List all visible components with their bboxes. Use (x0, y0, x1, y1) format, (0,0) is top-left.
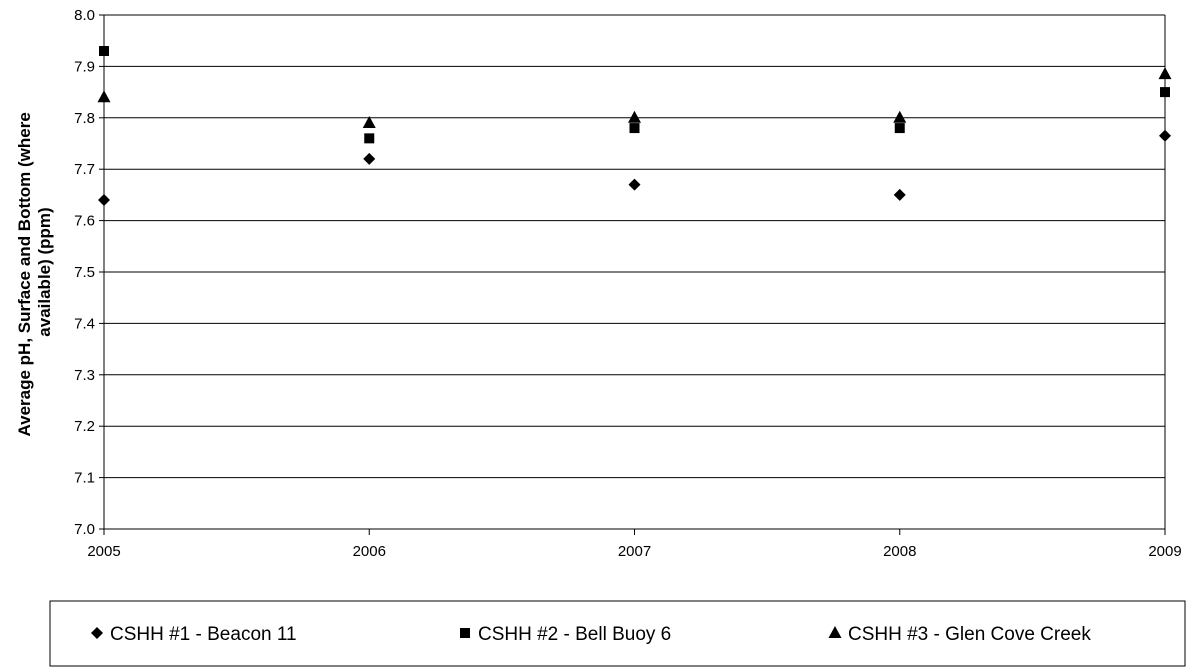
y-tick-label: 7.3 (74, 367, 95, 384)
grid-lines (99, 14, 1166, 535)
triangle-point (97, 90, 111, 103)
x-tick-label: 2009 (1148, 543, 1181, 560)
y-axis-title-line-2: available) (ppm) (35, 207, 54, 336)
legend-item: CSHH #3 - Glen Cove Creek (828, 624, 1091, 645)
triangle-point (362, 115, 376, 128)
y-tick-label: 7.2 (74, 418, 95, 435)
triangle-legend-icon (828, 626, 842, 638)
square-legend-icon (460, 628, 470, 638)
diamond-point (628, 178, 641, 191)
legend-box (49, 600, 1186, 667)
y-tick-label: 7.1 (74, 470, 95, 487)
legend: CSHH #1 - Beacon 11 CSHH #2 - Bell Buoy 6… (49, 600, 1186, 667)
legend-label: CSHH #1 - Beacon 11 (110, 624, 297, 645)
x-tick-label: 2006 (353, 543, 386, 560)
legend-label: CSHH #2 - Bell Buoy 6 (478, 624, 671, 645)
square-point (894, 123, 905, 134)
diamond-point (893, 188, 906, 201)
y-tick-label: 8.0 (74, 7, 95, 24)
square-point (629, 123, 640, 134)
legend-label: CSHH #3 - Glen Cove Creek (848, 624, 1091, 645)
square-point (1160, 87, 1170, 98)
y-tick-label: 7.9 (74, 58, 95, 75)
diamond-legend-icon (91, 627, 103, 639)
data-points (97, 45, 1172, 207)
y-tick-label: 7.0 (74, 521, 95, 538)
square-point (364, 133, 375, 144)
y-axis-title-line-1: Average pH, Surface and Bottom (where (15, 112, 34, 436)
x-tick-label: 2005 (87, 543, 120, 560)
diamond-point (363, 152, 376, 165)
y-tick-label: 7.8 (74, 110, 95, 127)
x-tick-label: 2008 (883, 543, 916, 560)
triangle-point (1158, 67, 1172, 80)
triangle-point (893, 110, 907, 123)
y-tick-label: 7.6 (74, 213, 95, 230)
legend-item: CSHH #1 - Beacon 11 (91, 624, 297, 645)
y-axis-title: Average pH, Surface and Bottom (where av… (15, 107, 54, 436)
y-tick-label: 7.5 (74, 264, 95, 281)
legend-items: CSHH #1 - Beacon 11 CSHH #2 - Bell Buoy 6… (91, 624, 1091, 645)
x-tick-label: 2007 (618, 543, 651, 560)
diamond-point (1159, 129, 1171, 142)
tick-labels: 7.0 7.1 7.2 7.3 7.4 7.5 7.6 7.7 7.8 7.9 8.0 2005 200… (74, 7, 1182, 560)
legend-item: CSHH #2 - Bell Buoy 6 (460, 624, 671, 645)
diamond-point (98, 194, 110, 207)
y-tick-label: 7.7 (74, 161, 95, 178)
triangle-point (628, 110, 641, 123)
y-tick-label: 7.4 (74, 315, 95, 332)
square-point (99, 45, 109, 56)
